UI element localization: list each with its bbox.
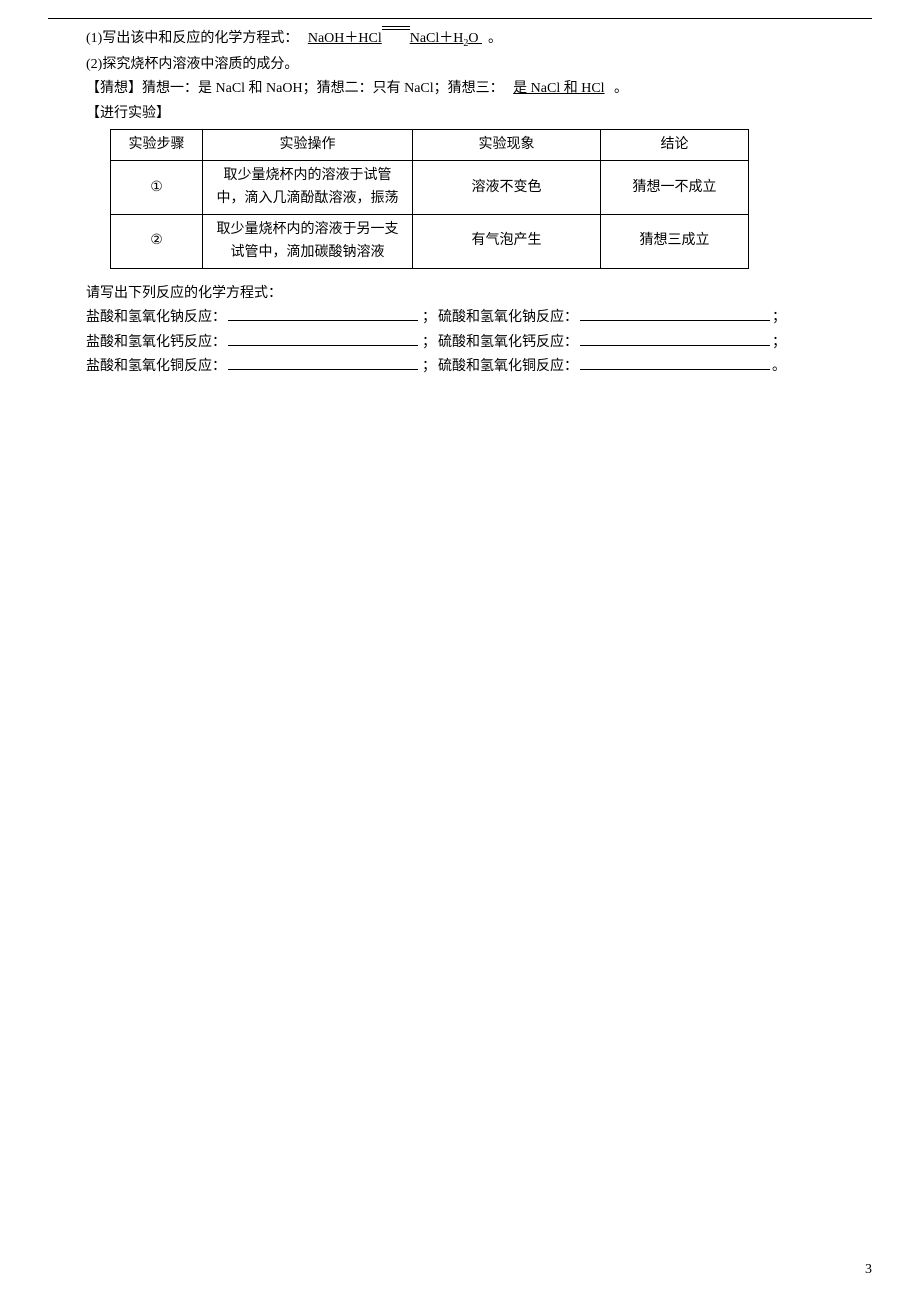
equation-row: 盐酸和氢氧化钠反应： ； 硫酸和氢氧化钠反应： ； bbox=[86, 307, 872, 329]
cell-step: ② bbox=[111, 215, 203, 269]
th-phenomenon: 实验现象 bbox=[413, 129, 601, 160]
blank-line bbox=[580, 345, 770, 346]
th-conclusion: 结论 bbox=[601, 129, 749, 160]
blank-line bbox=[228, 345, 418, 346]
table-row: ② 取少量烧杯内的溶液于另一支试管中，滴加碳酸钠溶液 有气泡产生 猜想三成立 bbox=[111, 215, 749, 269]
eq-left-label: 盐酸和氢氧化钙反应： bbox=[86, 332, 226, 354]
question-1: (1)写出该中和反应的化学方程式： NaOH＋HCl==NaCl＋H2O 。 bbox=[86, 28, 872, 52]
hypothesis-line: 【猜想】猜想一：是 NaCl 和 NaOH；猜想二：只有 NaCl；猜想三： 是… bbox=[86, 78, 872, 100]
cell-phenomenon: 有气泡产生 bbox=[413, 215, 601, 269]
eq-left-label: 盐酸和氢氧化钠反应： bbox=[86, 307, 226, 329]
eq-right-label: 硫酸和氢氧化钙反应： bbox=[438, 332, 578, 354]
question-2-line1: (2)探究烧杯内溶液中溶质的成分。 bbox=[86, 54, 872, 76]
table-row: ① 取少量烧杯内的溶液于试管中，滴入几滴酚酞溶液，振荡 溶液不变色 猜想一不成立 bbox=[111, 161, 749, 215]
experiment-table: 实验步骤 实验操作 实验现象 结论 ① 取少量烧杯内的溶液于试管中，滴入几滴酚酞… bbox=[110, 129, 749, 269]
q1-answer: NaOH＋HCl==NaCl＋H2O bbox=[302, 31, 488, 46]
document-content: (1)写出该中和反应的化学方程式： NaOH＋HCl==NaCl＋H2O 。 (… bbox=[48, 28, 872, 378]
eq-right-label: 硫酸和氢氧化钠反应： bbox=[438, 307, 578, 329]
table-header-row: 实验步骤 实验操作 实验现象 结论 bbox=[111, 129, 749, 160]
q1-part2: O bbox=[468, 31, 478, 46]
experiment-label: 【进行实验】 bbox=[86, 103, 872, 125]
eq-mid-sep: ； bbox=[422, 307, 436, 329]
hypothesis-prefix: 【猜想】猜想一：是 NaCl 和 NaOH；猜想二：只有 NaCl；猜想三： bbox=[86, 81, 504, 96]
eq-mid-sep: ； bbox=[422, 332, 436, 354]
cell-step: ① bbox=[111, 161, 203, 215]
blank-line bbox=[580, 320, 770, 321]
q1-prefix: (1)写出该中和反应的化学方程式： bbox=[86, 31, 298, 46]
cell-operation: 取少量烧杯内的溶液于另一支试管中，滴加碳酸钠溶液 bbox=[203, 215, 413, 269]
cell-conclusion: 猜想三成立 bbox=[601, 215, 749, 269]
q1-part1: NaCl＋H bbox=[410, 31, 464, 46]
hypothesis-answer: 是 NaCl 和 HCl bbox=[507, 81, 610, 96]
hypothesis-suffix: 。 bbox=[614, 81, 628, 96]
equation-row: 盐酸和氢氧化铜反应： ； 硫酸和氢氧化铜反应： 。 bbox=[86, 356, 872, 378]
eq-left-label: 盐酸和氢氧化铜反应： bbox=[86, 356, 226, 378]
cell-phenomenon: 溶液不变色 bbox=[413, 161, 601, 215]
blank-line bbox=[580, 369, 770, 370]
equations-section: 请写出下列反应的化学方程式： 盐酸和氢氧化钠反应： ； 硫酸和氢氧化钠反应： ；… bbox=[48, 283, 872, 379]
eq-mid-sep: ； bbox=[422, 356, 436, 378]
q1-suffix: 。 bbox=[488, 31, 502, 46]
eq-end: ； bbox=[772, 332, 786, 354]
eq-end: 。 bbox=[772, 356, 786, 378]
q1-part0: NaOH＋HCl bbox=[308, 31, 382, 46]
page-number: 3 bbox=[865, 1262, 872, 1278]
th-operation: 实验操作 bbox=[203, 129, 413, 160]
equations-intro: 请写出下列反应的化学方程式： bbox=[86, 283, 872, 305]
equation-row: 盐酸和氢氧化钙反应： ； 硫酸和氢氧化钙反应： ； bbox=[86, 332, 872, 354]
cell-operation: 取少量烧杯内的溶液于试管中，滴入几滴酚酞溶液，振荡 bbox=[203, 161, 413, 215]
header-rule bbox=[48, 18, 872, 19]
th-step: 实验步骤 bbox=[111, 129, 203, 160]
eq-right-label: 硫酸和氢氧化铜反应： bbox=[438, 356, 578, 378]
cell-conclusion: 猜想一不成立 bbox=[601, 161, 749, 215]
blank-line bbox=[228, 369, 418, 370]
blank-line bbox=[228, 320, 418, 321]
eq-end: ； bbox=[772, 307, 786, 329]
